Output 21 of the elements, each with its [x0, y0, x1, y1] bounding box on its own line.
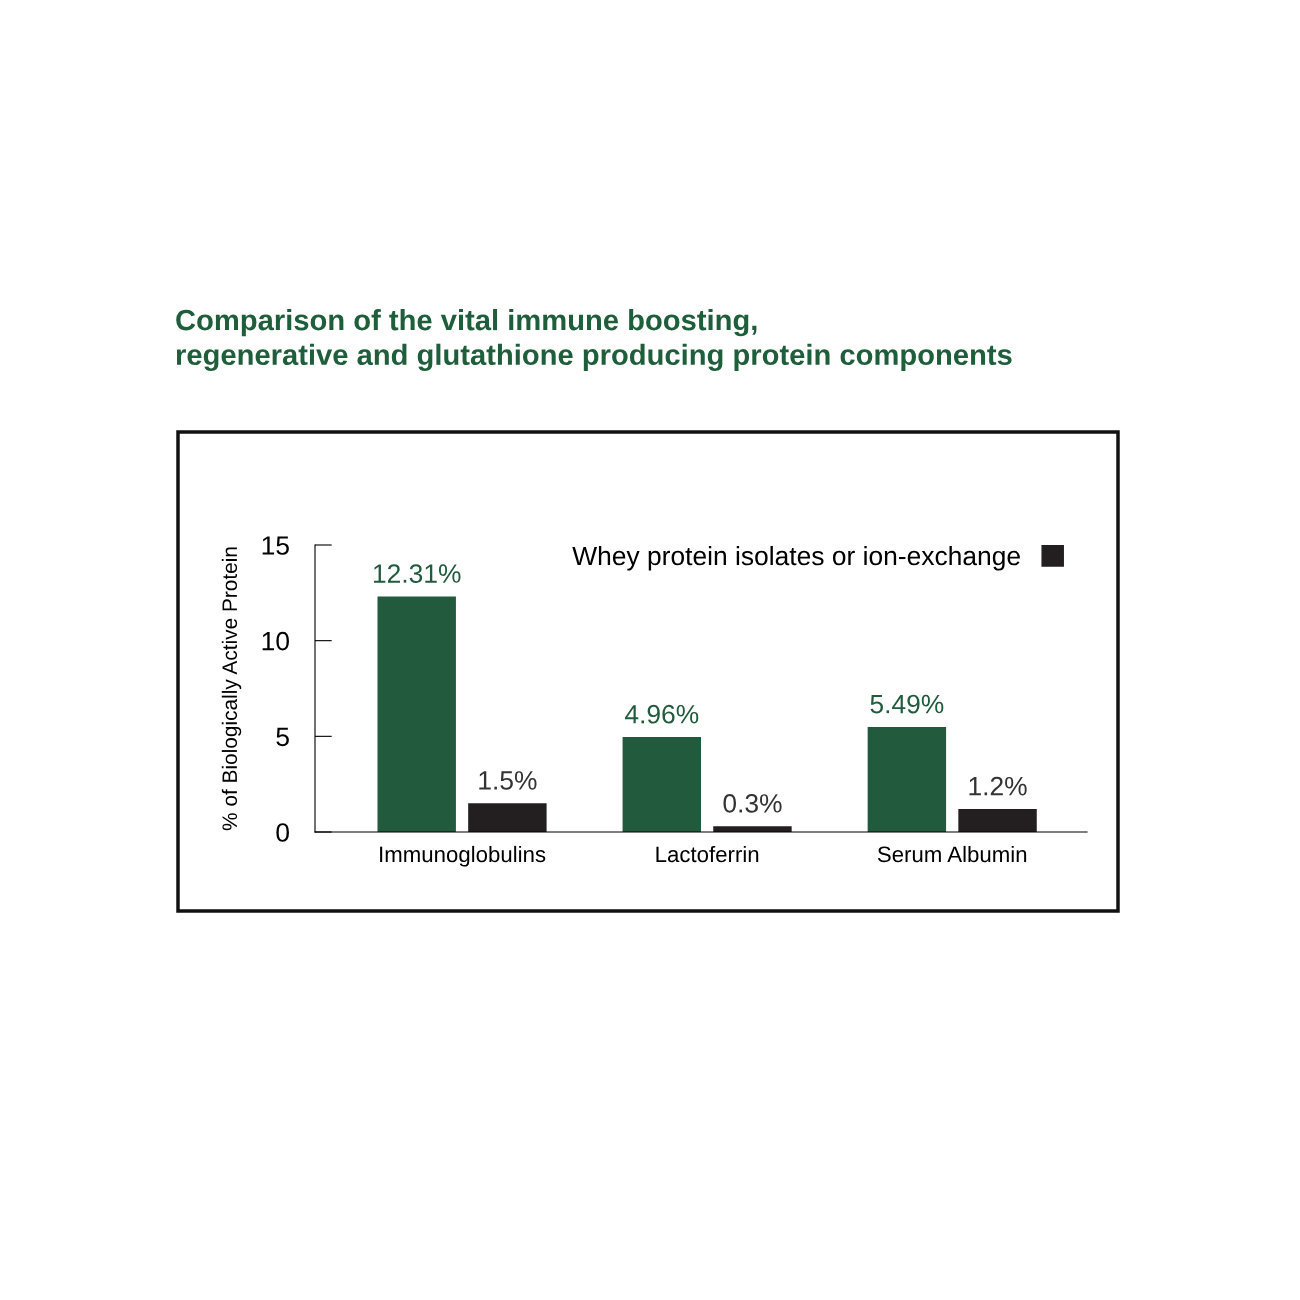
bar	[377, 596, 456, 832]
bar	[958, 809, 1037, 832]
bar	[867, 726, 947, 832]
x-tick-label: Immunoglobulins	[380, 845, 546, 867]
bar	[468, 803, 547, 832]
data-label: 1.2%	[969, 776, 1027, 796]
bar	[622, 737, 701, 832]
chart-title: Comparison of the vital immune boosting, regenerative and glutathione producing protein components	[176, 308, 1012, 372]
y-tick-label: 0	[276, 823, 289, 842]
y-tick-label: 5	[276, 727, 289, 747]
data-label: 4.96%	[624, 704, 699, 724]
x-tick-label: Serum Albumin	[877, 845, 1027, 863]
data-label: 1.5%	[479, 771, 537, 790]
legend-label: Whey protein isolates or ion-exchange	[572, 545, 1020, 571]
data-label: 0.3%	[723, 794, 782, 813]
y-tick-label: 15	[262, 536, 289, 555]
x-tick-label: Lactoferrin	[656, 845, 759, 863]
data-label: 5.49%	[870, 694, 944, 714]
y-tick-label: 10	[262, 631, 289, 651]
data-label: 12.31%	[373, 564, 461, 583]
y-axis-title: % of Biologically Active Protein	[221, 547, 242, 831]
